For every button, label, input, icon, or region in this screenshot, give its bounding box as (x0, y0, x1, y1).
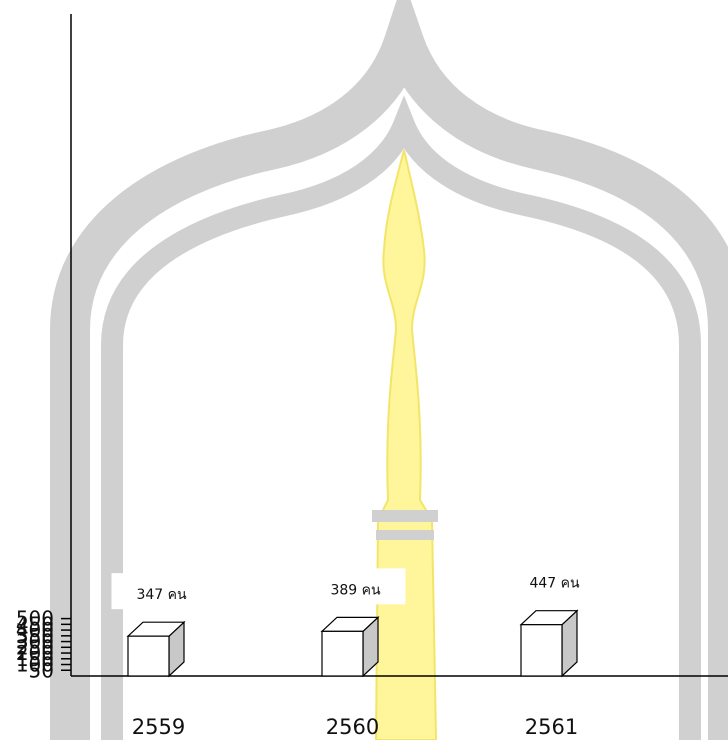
data-label-text: 347 คน (136, 587, 187, 603)
bar (519, 609, 579, 678)
watermark-base-band (376, 530, 434, 540)
bar-front-face (520, 624, 563, 677)
y-tick-label: 450 (16, 612, 54, 636)
bar-series (126, 609, 579, 678)
y-tick-label: 50 (29, 658, 54, 682)
data-label: 347 คน (111, 573, 212, 610)
bar-front-face (321, 630, 364, 677)
watermark-inner-arch (101, 95, 701, 740)
watermark-outer-arch (50, 0, 728, 740)
data-label-text: 447 คน (529, 576, 580, 592)
data-label: 447 คน (504, 561, 605, 598)
x-category-label: 2561 (525, 715, 578, 739)
y-tick-label: 350 (16, 624, 54, 648)
y-tick-label: 150 (16, 647, 54, 671)
x-axis-categories: 2559 2560 2561 (132, 715, 578, 739)
data-label: 389 คน (305, 568, 406, 605)
x-category-label: 2560 (326, 715, 379, 739)
watermark-emblem (50, 0, 728, 741)
y-tick-label: 200 (16, 641, 54, 665)
data-label-box (504, 561, 605, 598)
watermark-spire (374, 149, 438, 741)
data-label-box (111, 573, 212, 610)
data-label-box (305, 568, 406, 605)
bar (320, 615, 380, 678)
y-tick-label: 300 (16, 630, 54, 654)
y-tick-label: 500 (16, 607, 54, 631)
bar (126, 620, 186, 678)
y-tick-label: 400 (16, 618, 54, 642)
y-tick-label: 250 (16, 635, 54, 659)
y-tick-label: 100 (16, 653, 54, 677)
bar-front-face (127, 635, 170, 677)
x-category-label: 2559 (132, 715, 185, 739)
watermark-base-band (372, 510, 438, 522)
data-labels: 347 คน 389 คน 447 คน (111, 561, 605, 610)
data-label-text: 389 คน (330, 582, 381, 598)
